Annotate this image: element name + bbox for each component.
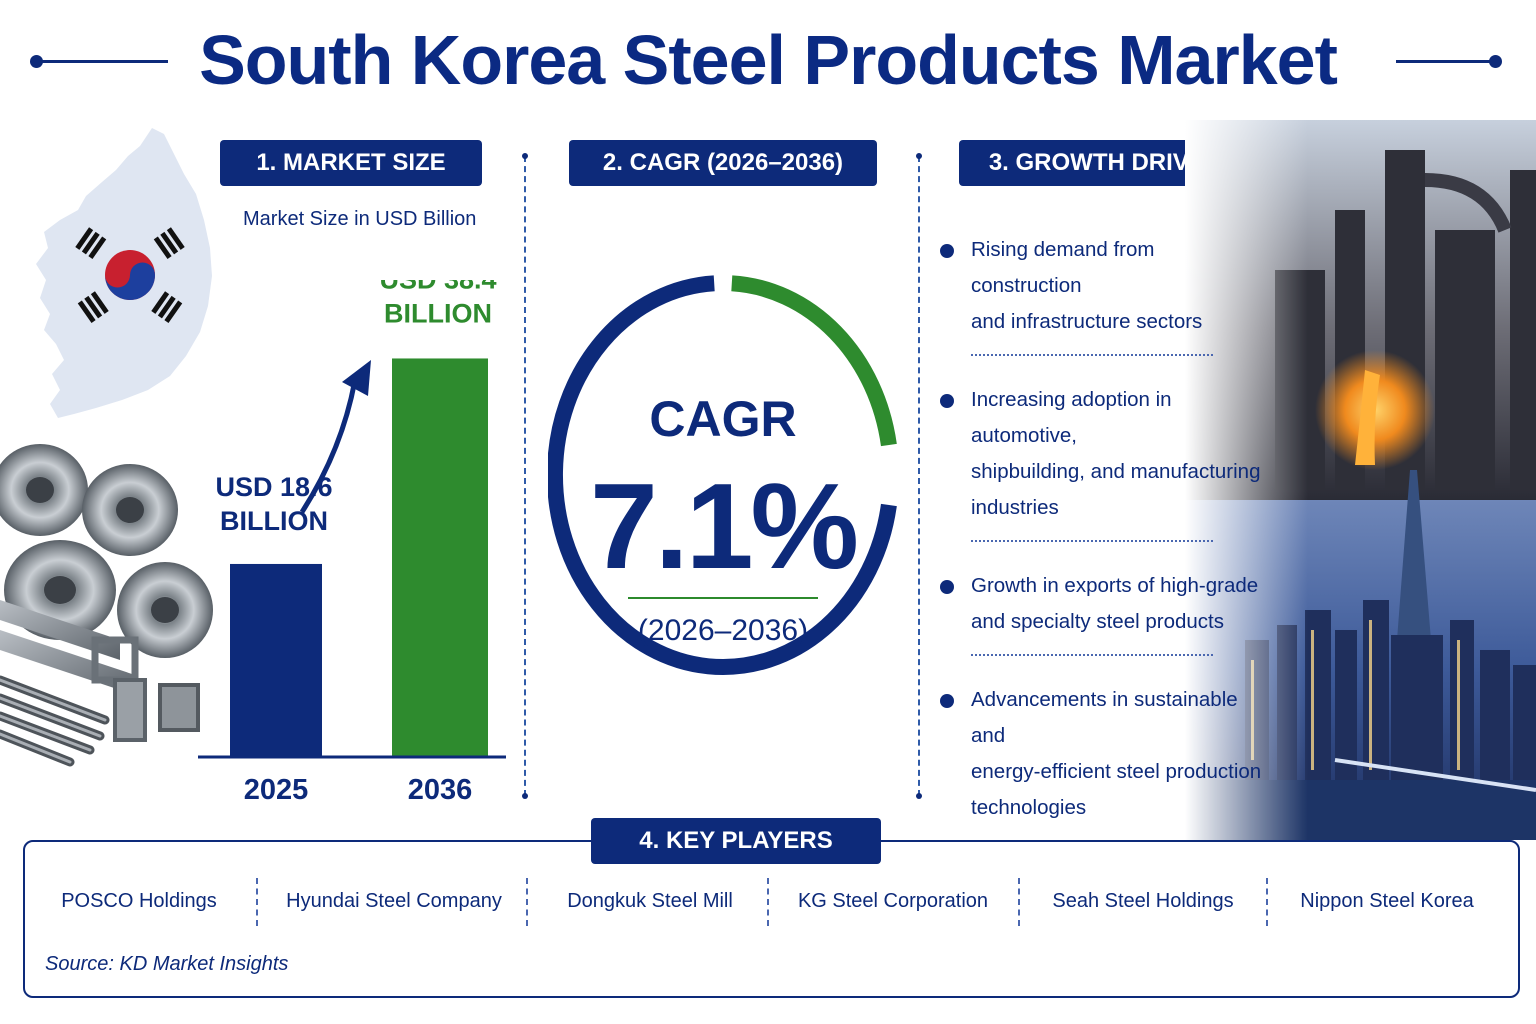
growth-driver-text: and infrastructure sectors bbox=[971, 310, 1203, 333]
separator-dot bbox=[916, 153, 922, 159]
growth-arrow-icon bbox=[299, 360, 371, 514]
key-player-name: Seah Steel Holdings bbox=[1052, 890, 1234, 912]
player-separator bbox=[526, 878, 528, 926]
growth-driver-text: shipbuilding, and manufacturing bbox=[971, 460, 1261, 483]
player-separator bbox=[256, 878, 258, 926]
growth-driver-text: Rising demand from construction bbox=[971, 238, 1155, 297]
key-player-name: Nippon Steel Korea bbox=[1300, 890, 1474, 912]
title-rule-right bbox=[1396, 55, 1502, 68]
cagr-ring-navy-arc bbox=[548, 275, 897, 675]
key-player-name: Hyundai Steel Company bbox=[286, 890, 502, 912]
key-players-panel bbox=[23, 840, 1520, 998]
category-label-2025: 2025 bbox=[244, 774, 309, 806]
steel-plant-and-city-illustration bbox=[1185, 120, 1536, 840]
cagr-period: (2026–2036) bbox=[637, 614, 809, 647]
bullet-icon bbox=[940, 244, 954, 258]
source-note: Source: KD Market Insights bbox=[45, 953, 289, 975]
data-label-2036: BILLION bbox=[384, 298, 492, 328]
player-separator bbox=[1266, 878, 1268, 926]
growth-driver-item: Growth in exports of high-grade and speci… bbox=[940, 568, 1270, 640]
south-korea-flag-icon bbox=[75, 227, 185, 323]
cagr-label: CAGR bbox=[649, 391, 797, 447]
data-label-2036: USD 38.4 bbox=[379, 280, 496, 294]
key-player-name: KG Steel Corporation bbox=[797, 890, 989, 912]
bar-2036 bbox=[392, 358, 488, 757]
separator-dot bbox=[916, 793, 922, 799]
cagr-value: 7.1% bbox=[589, 458, 859, 594]
player-separator bbox=[767, 878, 769, 926]
player-separator bbox=[1018, 878, 1020, 926]
growth-driver-text: and specialty steel products bbox=[971, 610, 1224, 633]
growth-driver-text: technologies bbox=[971, 796, 1087, 819]
growth-driver-text: energy-efficient steel production bbox=[971, 760, 1262, 783]
growth-driver-item: Advancements in sustainable and energy-ef… bbox=[940, 682, 1270, 826]
steel-products-illustration bbox=[0, 444, 213, 767]
rule-dot bbox=[30, 55, 43, 68]
key-players-row: POSCO Holdings Hyundai Steel Company Dongk… bbox=[23, 884, 1520, 918]
data-label-2025: BILLION bbox=[220, 506, 328, 536]
cagr-ring bbox=[548, 275, 897, 675]
bar-2025 bbox=[230, 563, 322, 757]
growth-driver-separator bbox=[971, 354, 1213, 356]
growth-drivers-list: Rising demand from construction and infra… bbox=[940, 232, 1270, 826]
key-player-name: Dongkuk Steel Mill bbox=[567, 890, 733, 912]
separator-dot bbox=[522, 793, 528, 799]
growth-driver-text: Advancements in sustainable and bbox=[971, 688, 1238, 747]
growth-driver-text: Increasing adoption in automotive, bbox=[971, 388, 1172, 447]
section-cagr-label: 2. CAGR (2026–2036) bbox=[569, 140, 877, 186]
bullet-icon bbox=[940, 394, 954, 408]
growth-driver-text: industries bbox=[971, 496, 1059, 519]
bullet-icon bbox=[940, 580, 954, 594]
market-size-unit-label: Market Size in USD Billion bbox=[243, 208, 477, 230]
column-separator bbox=[522, 153, 528, 799]
title-rule-left bbox=[30, 55, 168, 68]
page-title: South Korea Steel Products Market bbox=[199, 21, 1338, 99]
rule-dot bbox=[1489, 55, 1502, 68]
south-korea-map-icon bbox=[36, 128, 212, 418]
category-label-2036: 2036 bbox=[408, 774, 473, 806]
growth-driver-text: Growth in exports of high-grade bbox=[971, 574, 1259, 597]
section-market-size-label: 1. MARKET SIZE bbox=[220, 140, 482, 186]
growth-driver-item: Increasing adoption in automotive, shipbu… bbox=[940, 382, 1270, 526]
growth-driver-separator bbox=[971, 540, 1213, 542]
column-separator bbox=[916, 153, 922, 799]
separator-dot bbox=[522, 153, 528, 159]
growth-driver-separator bbox=[971, 654, 1213, 656]
key-player-name: POSCO Holdings bbox=[61, 890, 217, 912]
growth-driver-item: Rising demand from construction and infra… bbox=[940, 232, 1270, 340]
section-key-players-label: 4. KEY PLAYERS bbox=[591, 818, 881, 864]
cagr-divider bbox=[628, 597, 818, 599]
cagr-ring-green-arc bbox=[731, 275, 897, 447]
bullet-icon bbox=[940, 694, 954, 708]
